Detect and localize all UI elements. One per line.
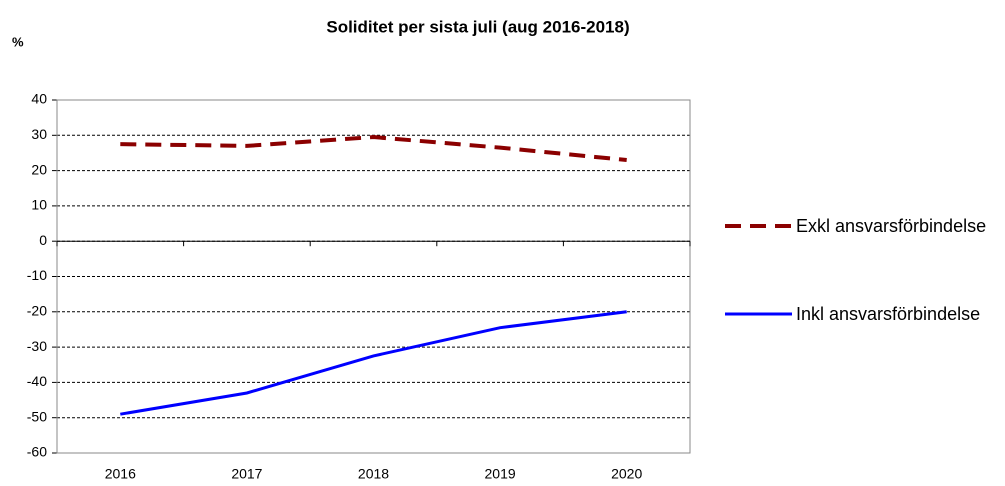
y-tick-label: -30 <box>27 338 47 354</box>
x-tick-label: 2017 <box>231 466 262 482</box>
x-tick-label: 2019 <box>485 466 516 482</box>
y-tick-label: -20 <box>27 303 47 319</box>
x-tick-label: 2016 <box>105 466 136 482</box>
y-tick-label: -60 <box>27 444 47 460</box>
series-line <box>120 135 627 163</box>
x-tick-label: 2018 <box>358 466 389 482</box>
y-tick-label: 0 <box>39 232 47 248</box>
chart-title: Soliditet per sista juli (aug 2016-2018) <box>326 17 629 36</box>
y-tick-label: 30 <box>31 126 47 142</box>
y-tick-label: -10 <box>27 267 47 283</box>
x-tick-label: 2020 <box>611 466 642 482</box>
y-tick-label: 10 <box>31 197 47 213</box>
plot-border <box>56 99 691 454</box>
y-tick-label: 20 <box>31 161 47 177</box>
y-tick-label: 40 <box>31 91 47 107</box>
y-axis-label: % <box>12 34 24 49</box>
y-tick-label: -40 <box>27 373 47 389</box>
y-tick-label: -50 <box>27 408 47 424</box>
legend-label: Inkl ansvarsförbindelse <box>796 304 981 324</box>
legend-label: Exkl ansvarsförbindelse <box>796 216 987 236</box>
series-line <box>120 310 627 416</box>
